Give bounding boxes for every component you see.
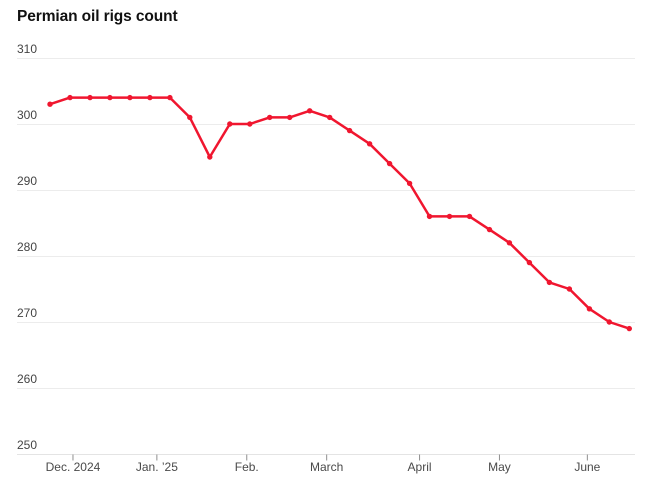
data-point-marker — [526, 259, 533, 266]
x-tick-label: March — [310, 460, 343, 474]
y-tick-label: 280 — [17, 240, 37, 254]
data-point-marker — [167, 94, 173, 101]
y-tick-label: 300 — [17, 108, 37, 122]
data-point-marker — [187, 114, 193, 121]
y-tick-label: 260 — [17, 372, 37, 386]
data-point-marker — [626, 325, 632, 332]
x-tick-label: April — [408, 460, 432, 474]
y-tick-label: 290 — [17, 174, 37, 188]
data-point-marker — [606, 319, 612, 325]
x-tick-label: May — [488, 460, 511, 474]
data-line — [48, 96, 631, 330]
data-point-marker — [247, 121, 253, 127]
data-point-marker — [267, 114, 273, 121]
data-point-marker — [506, 240, 513, 246]
data-point-marker — [406, 180, 413, 187]
data-point-marker — [147, 94, 153, 101]
y-tick-label: 270 — [17, 306, 37, 320]
x-tick-label: June — [574, 460, 600, 474]
data-point-marker — [386, 160, 393, 167]
data-point-marker — [127, 94, 133, 101]
x-tick-label: Dec. 2024 — [46, 460, 101, 474]
x-tick-label: Feb. — [235, 460, 259, 474]
data-point-marker — [287, 114, 293, 121]
y-tick-label: 250 — [17, 438, 37, 452]
data-point-marker — [107, 94, 113, 101]
data-point-marker — [446, 213, 453, 220]
data-point-marker — [47, 101, 53, 107]
data-point-marker — [87, 94, 93, 101]
data-point-marker — [586, 306, 593, 312]
data-point-marker — [546, 279, 553, 286]
data-point-marker — [346, 127, 353, 134]
data-point-marker — [67, 94, 73, 101]
y-tick-label: 310 — [17, 42, 37, 56]
data-point-marker — [466, 213, 473, 220]
data-point-marker — [227, 121, 233, 127]
data-point-marker — [327, 114, 333, 121]
data-point-marker — [307, 108, 313, 114]
chart-title: Permian oil rigs count — [17, 8, 178, 25]
x-tick-label: Jan. ’25 — [136, 460, 178, 474]
data-point-marker — [207, 154, 213, 160]
data-point-marker — [426, 213, 433, 220]
data-point-marker — [566, 286, 573, 292]
data-point-marker — [366, 141, 373, 147]
data-point-marker — [486, 226, 493, 233]
